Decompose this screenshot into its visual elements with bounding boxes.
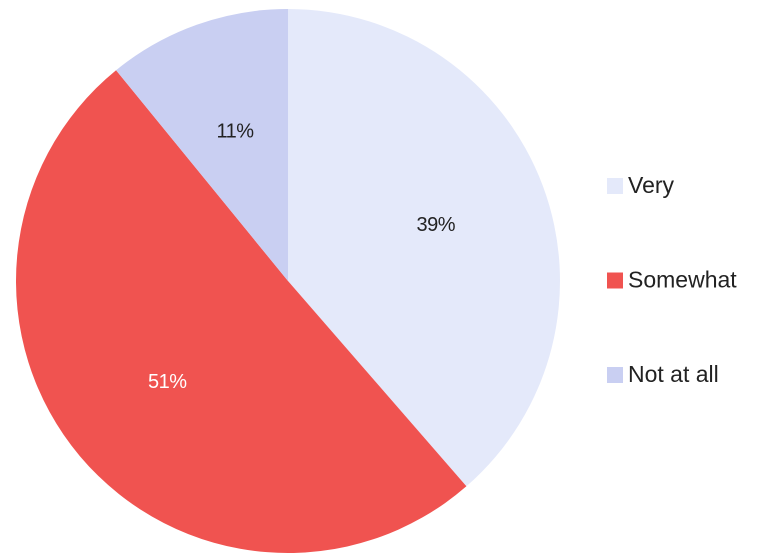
pie-slice [288,9,561,487]
legend-label: Not at all [628,361,719,387]
legend-swatch [607,272,623,289]
legend-swatch [607,178,623,194]
pie-slice [116,9,288,281]
legend-label: Somewhat [628,267,737,293]
slice-label: 39% [417,214,456,236]
pie-slice [16,70,467,553]
slice-label: 51% [148,371,187,393]
slice-label: 11% [217,121,255,143]
legend-label: Very [628,172,675,198]
legend-swatch [607,367,623,383]
